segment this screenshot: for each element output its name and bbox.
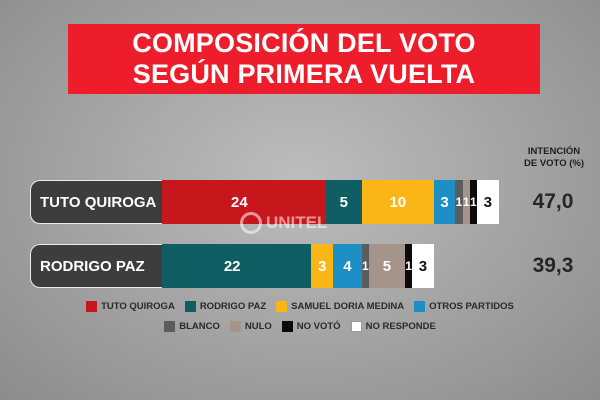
intencion-header: INTENCIÓN DE VOTO (%) — [512, 146, 596, 170]
segment-value-label: 3 — [418, 257, 428, 275]
legend-label: SAMUEL DORIA MEDINA — [291, 301, 405, 312]
bar-segment-blanco: 1 — [361, 244, 369, 288]
title-banner: COMPOSICIÓN DEL VOTO SEGÚN PRIMERA VUELT… — [68, 24, 540, 94]
title-line-1: COMPOSICIÓN DEL VOTO — [132, 28, 476, 58]
stacked-bar-tuto-quiroga: 24 5 10 3 1 1 1 3 — [153, 180, 499, 224]
legend-label: NO VOTÓ — [296, 321, 341, 332]
legend-row-2: BLANCO NULO NO VOTÓ NO RESPONDE — [20, 321, 580, 332]
legend-label: RODRIGO PAZ — [199, 301, 267, 312]
legend-label: TUTO QUIROGA — [101, 301, 175, 312]
legend-label: NO RESPONDE — [365, 321, 436, 332]
segment-value-label: 22 — [223, 257, 241, 275]
legend-swatch — [184, 301, 196, 312]
legend-swatch — [164, 321, 176, 332]
bar-segment-nulo: 5 — [368, 244, 405, 288]
legend-label: OTROS PARTIDOS — [429, 301, 514, 312]
bar-segment-blanco: 1 — [455, 180, 463, 224]
segment-value-label: 1 — [362, 259, 369, 273]
bar-segment-no-responde: 3 — [476, 180, 499, 224]
segment-value-label: 4 — [343, 257, 352, 275]
legend-swatch — [350, 321, 362, 332]
legend-label: BLANCO — [179, 321, 220, 332]
intencion-line-1: INTENCIÓN — [527, 146, 581, 157]
segment-value-label: 5 — [382, 257, 392, 275]
total-rodrigo-paz: 39,3 — [532, 254, 574, 277]
legend-item-nulo: NULO — [229, 321, 272, 332]
watermark-text: UNITEL — [266, 213, 328, 232]
segment-value-label: 3 — [318, 257, 327, 275]
segment-value-label: 3 — [440, 193, 449, 211]
legend: TUTO QUIROGA RODRIGO PAZ SAMUEL DORIA MEDI… — [20, 301, 580, 332]
bar-segment-no-responde: 3 — [412, 244, 434, 288]
legend-item-no-voto: NO VOTÓ — [281, 321, 341, 332]
legend-swatch — [86, 301, 98, 312]
title-line-2: SEGÚN PRIMERA VUELTA — [132, 59, 476, 89]
bar-segment-otros-partidos: 3 — [433, 180, 456, 224]
segment-value-label: 3 — [483, 193, 492, 211]
legend-swatch — [414, 301, 426, 312]
bar-segment-tuto-quiroga: 24 — [153, 180, 326, 224]
legend-swatch — [229, 321, 241, 332]
legend-label: NULO — [244, 321, 272, 332]
bar-segment-samuel-doria-medina: 3 — [311, 244, 333, 288]
bar-segment-samuel-doria-medina: 10 — [361, 180, 434, 224]
bar-segment-no-voto: 1 — [469, 180, 477, 224]
legend-swatch — [281, 321, 293, 332]
legend-item-rodrigo-paz: RODRIGO PAZ — [184, 301, 267, 312]
segment-value-label: 5 — [339, 193, 348, 211]
bar-segment-otros-partidos: 4 — [332, 244, 362, 288]
bar-segment-nulo: 1 — [462, 180, 470, 224]
legend-item-otros-partidos: OTROS PARTIDOS — [414, 301, 514, 312]
legend-item-samuel-doria-medina: SAMUEL DORIA MEDINA — [276, 301, 404, 312]
segment-value-label: 1 — [455, 195, 463, 209]
intencion-line-2: DE VOTO (%) — [524, 158, 584, 169]
bar-segment-rodrigo-paz: 5 — [325, 180, 362, 224]
segment-value-label: 24 — [231, 193, 248, 211]
row-label-tuto-quiroga: TUTO QUIROGA — [30, 180, 162, 224]
row-label-rodrigo-paz: RODRIGO PAZ — [30, 244, 162, 288]
bar-segment-rodrigo-paz: 22 — [153, 244, 312, 288]
legend-swatch — [276, 301, 288, 312]
segment-value-label: 10 — [389, 193, 407, 211]
legend-item-blanco: BLANCO — [164, 321, 220, 332]
watermark: UNITEL — [240, 212, 327, 234]
segment-value-label: 1 — [470, 195, 477, 209]
bar-segment-no-voto: 1 — [404, 244, 413, 288]
total-tuto-quiroga: 47,0 — [532, 190, 574, 213]
legend-item-no-responde: NO RESPONDE — [350, 321, 436, 332]
unitel-logo-icon — [240, 212, 262, 234]
stacked-bar-rodrigo-paz: 22 3 4 1 5 1 3 — [153, 244, 434, 288]
legend-item-tuto-quiroga: TUTO QUIROGA — [86, 301, 175, 312]
segment-value-label: 1 — [462, 195, 470, 209]
legend-row-1: TUTO QUIROGA RODRIGO PAZ SAMUEL DORIA MEDI… — [20, 301, 580, 312]
segment-value-label: 1 — [405, 259, 412, 273]
